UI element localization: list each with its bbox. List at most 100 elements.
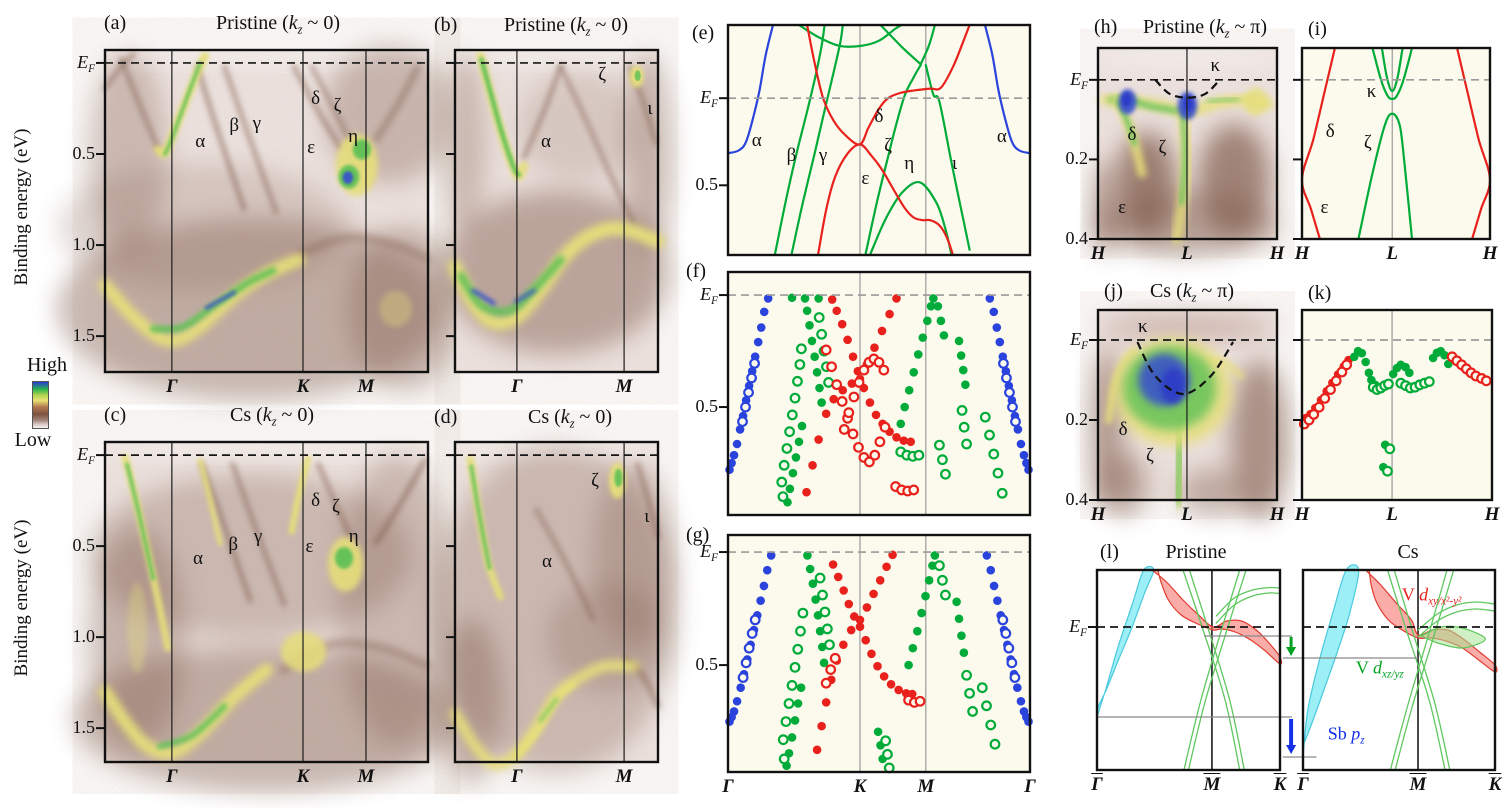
data-point <box>989 307 999 317</box>
data-point <box>929 294 938 303</box>
data-point <box>802 487 811 497</box>
data-point <box>781 443 793 454</box>
noise-texture <box>105 442 428 762</box>
colorbar-gradient <box>32 381 49 429</box>
data-point <box>797 607 809 619</box>
y-axis-label-bottom: Binding energy (eV) <box>11 519 32 677</box>
panel-k-border <box>1300 308 1494 502</box>
band-curve-green <box>797 23 903 48</box>
data-point <box>879 421 891 433</box>
panel-b-title: Pristine (kz ~ 0) <box>504 14 628 39</box>
data-point <box>786 409 798 421</box>
data-point <box>1016 439 1026 449</box>
data-point <box>838 424 850 435</box>
data-point <box>886 679 896 689</box>
data-point <box>833 572 843 582</box>
data-point <box>1319 392 1331 404</box>
panel-a-title: Pristine (kz ~ 0) <box>216 12 340 37</box>
data-point <box>753 337 763 347</box>
data-point <box>729 450 739 460</box>
series-green-filled <box>896 294 938 429</box>
data-point <box>814 572 826 584</box>
data-point <box>958 421 970 433</box>
panel-e-tag: (e) <box>692 22 715 44</box>
data-point <box>873 727 883 737</box>
data-point <box>832 306 842 316</box>
data-point <box>988 448 1000 460</box>
data-point <box>877 326 887 336</box>
series-blue-open <box>737 357 760 428</box>
data-point <box>900 402 909 412</box>
data-point <box>1357 348 1367 358</box>
data-point <box>870 343 879 352</box>
x-tick-b-M: M <box>615 376 633 397</box>
panel-d-title: Cs (kz ~ 0) <box>528 406 612 431</box>
data-point <box>952 597 961 607</box>
annotation-d-0: ζ <box>591 470 599 492</box>
annotation-e-4: ε <box>861 167 870 189</box>
x-tick-l1-Γ: Γ <box>1091 774 1103 795</box>
panel-a-plot <box>56 44 464 400</box>
data-point <box>821 623 833 635</box>
panel-g-border <box>726 533 1032 774</box>
data-point <box>778 753 790 765</box>
data-point <box>796 683 806 692</box>
annotation-a-1: β <box>229 114 240 136</box>
data-point <box>827 295 837 304</box>
annotation-a-3: δ <box>311 88 321 110</box>
series-blue-open <box>997 614 1021 683</box>
data-point <box>819 658 829 668</box>
data-point <box>1325 384 1336 395</box>
annotation-e-5: ζ <box>884 134 892 156</box>
annotation-i-0: κ <box>1366 81 1377 103</box>
panel-h-title: Pristine (kz ~ π) <box>1142 16 1268 41</box>
x-tick-i-H: H <box>1294 243 1310 264</box>
x-tick-l2-M: M <box>1409 774 1427 795</box>
data-point <box>913 626 922 636</box>
kappa-dashed-band <box>1154 79 1221 99</box>
kappa-dashed-band <box>1136 341 1235 396</box>
panel-a-border <box>103 48 430 374</box>
data-point <box>958 365 968 375</box>
x-tick-a-Γ: Γ <box>166 376 178 397</box>
data-point <box>814 435 823 444</box>
data-point <box>1006 657 1018 669</box>
band-curve-green <box>864 63 922 257</box>
annotation-c-3: δ <box>311 490 321 512</box>
data-point <box>784 426 796 438</box>
data-point <box>829 652 841 664</box>
series-blue-open <box>998 357 1021 428</box>
annotation-i-1: δ <box>1325 120 1335 142</box>
data-point <box>807 336 817 346</box>
x-tick-g-M: M <box>917 776 935 797</box>
data-point <box>817 589 828 601</box>
y-tick-a-1.5: 1.5 <box>72 325 96 346</box>
x-tick-k-L: L <box>1386 504 1398 525</box>
data-point <box>873 356 885 368</box>
y-tick-l1-EF: EF <box>1069 616 1087 639</box>
data-point <box>982 551 992 560</box>
series-red-open <box>1446 351 1492 387</box>
x-tick-c-Γ: Γ <box>166 766 178 787</box>
data-point <box>882 748 893 760</box>
y-tick-e-EF: EF <box>700 87 718 111</box>
data-point <box>998 357 1009 369</box>
data-point <box>790 716 800 725</box>
band-curve-lgreen_edge <box>1417 608 1496 638</box>
series-green-filled <box>1388 360 1414 379</box>
data-point <box>1440 350 1449 360</box>
data-point <box>924 576 934 585</box>
data-point <box>855 622 865 631</box>
data-point <box>843 407 855 419</box>
data-point <box>1423 376 1435 387</box>
data-point <box>788 468 798 478</box>
data-point <box>789 392 801 404</box>
band-curve-green <box>773 23 826 257</box>
annotation-e-0: α <box>751 129 762 151</box>
series-green-filled <box>800 294 826 407</box>
x-tick-l2-K: K <box>1488 774 1502 795</box>
data-point <box>937 574 948 586</box>
data-point <box>831 379 843 391</box>
data-point <box>986 565 996 575</box>
